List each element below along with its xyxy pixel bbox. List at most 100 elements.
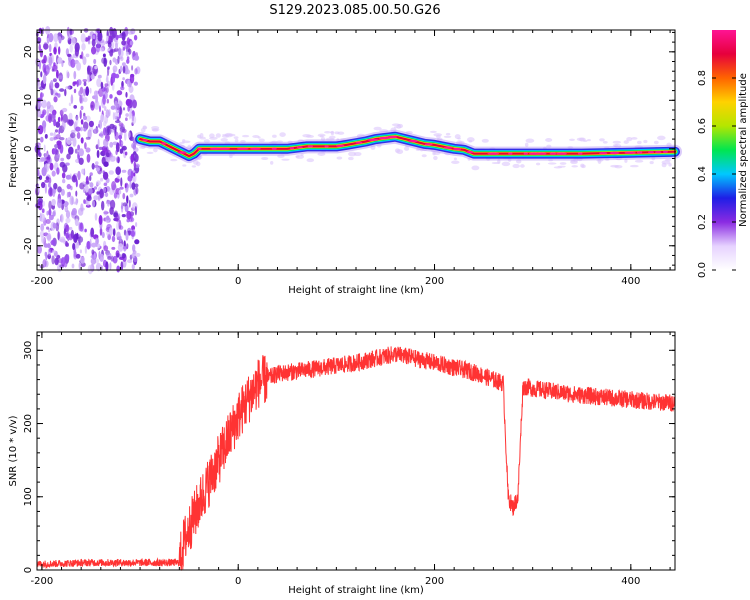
snr-x-tick-label: 400 bbox=[621, 576, 640, 587]
noise-blob bbox=[62, 179, 66, 184]
haze-blob bbox=[281, 158, 290, 161]
noise-blob bbox=[41, 235, 45, 244]
noise-blob bbox=[126, 69, 130, 75]
noise-blob bbox=[95, 167, 100, 172]
noise-blob bbox=[80, 256, 85, 264]
noise-blob bbox=[90, 227, 95, 238]
haze-blob bbox=[653, 140, 659, 145]
haze-blob bbox=[199, 133, 204, 138]
noise-blob bbox=[93, 58, 97, 65]
noise-blob bbox=[116, 116, 119, 120]
noise-blob bbox=[46, 226, 50, 230]
noise-blob bbox=[52, 188, 56, 198]
noise-blob bbox=[122, 77, 125, 81]
noise-blob bbox=[85, 115, 91, 122]
trace-peak bbox=[335, 144, 345, 147]
noise-blob bbox=[95, 262, 102, 272]
noise-blob bbox=[61, 120, 66, 131]
trace-peak bbox=[307, 145, 313, 148]
spectrogram-axes: -200 0 200 400 -20 -10 0 10 20 bbox=[23, 30, 675, 287]
noise-blob bbox=[66, 153, 71, 160]
noise-blob bbox=[80, 94, 84, 104]
noise-blob bbox=[40, 92, 44, 98]
colorbar-ticks: 0.0 0.2 0.4 0.6 0.8 bbox=[697, 70, 736, 278]
haze-blob bbox=[624, 158, 628, 163]
noise-blob bbox=[132, 99, 137, 109]
noise-blob bbox=[80, 137, 84, 144]
trace-peak bbox=[142, 139, 148, 142]
spectrogram-y-tick-label: 10 bbox=[23, 94, 34, 107]
haze-blob bbox=[317, 133, 326, 137]
noise-blob bbox=[126, 195, 129, 204]
haze-blob bbox=[629, 164, 639, 168]
trace-peak bbox=[355, 141, 363, 144]
noise-blob bbox=[60, 157, 65, 162]
haze-blob bbox=[397, 123, 404, 129]
haze-blob bbox=[587, 138, 591, 142]
noise-blob bbox=[89, 182, 94, 188]
noise-blob bbox=[51, 170, 56, 177]
noise-blob bbox=[133, 161, 136, 168]
noise-blob bbox=[83, 96, 88, 103]
noise-blob bbox=[65, 174, 72, 180]
noise-blob bbox=[121, 80, 124, 88]
noise-blob bbox=[67, 32, 71, 41]
noise-blob bbox=[64, 88, 67, 97]
noise-blob bbox=[73, 233, 78, 243]
colorbar-gradient bbox=[712, 30, 736, 270]
noise-blob bbox=[39, 202, 42, 206]
haze-blob bbox=[610, 164, 619, 168]
figure-title: S129.2023.085.00.50.G26 bbox=[269, 3, 440, 18]
noise-blob bbox=[99, 105, 101, 113]
haze-blob bbox=[220, 138, 228, 142]
haze-blob bbox=[329, 135, 336, 139]
noise-blob bbox=[48, 209, 52, 216]
haze-blob bbox=[353, 151, 362, 157]
noise-blob bbox=[129, 180, 132, 189]
noise-blob bbox=[68, 112, 73, 121]
noise-blob bbox=[121, 206, 124, 213]
noise-blob bbox=[112, 57, 117, 63]
trace-peak bbox=[296, 146, 303, 149]
noise-blob bbox=[47, 248, 52, 256]
noise-blob bbox=[77, 170, 81, 181]
noise-blob bbox=[51, 110, 56, 119]
noise-blob bbox=[73, 249, 77, 258]
noise-blob bbox=[130, 28, 136, 35]
noise-blob bbox=[60, 188, 65, 196]
noise-blob bbox=[72, 243, 76, 250]
noise-blob bbox=[91, 38, 96, 47]
noise-blob bbox=[56, 167, 60, 175]
snr-series-line bbox=[36, 346, 676, 571]
noise-blob bbox=[87, 129, 92, 139]
snr-line bbox=[36, 346, 676, 571]
noise-blob bbox=[42, 111, 45, 118]
noise-blob bbox=[112, 228, 116, 237]
haze-blob bbox=[471, 165, 480, 171]
noise-blob bbox=[118, 47, 122, 56]
noise-blob bbox=[112, 255, 118, 264]
noise-blob bbox=[107, 256, 112, 260]
noise-blob bbox=[48, 214, 54, 221]
noise-blob bbox=[90, 104, 94, 108]
haze-blob bbox=[643, 139, 648, 144]
noise-blob bbox=[70, 58, 76, 68]
trace-peak bbox=[528, 152, 539, 155]
noise-blob bbox=[87, 188, 93, 195]
noise-blob bbox=[65, 241, 68, 247]
noise-blob bbox=[89, 238, 92, 249]
trace-peak bbox=[599, 152, 608, 155]
noise-blob bbox=[118, 190, 122, 195]
noise-blob bbox=[76, 132, 81, 139]
haze-blob bbox=[429, 130, 437, 133]
haze-blob bbox=[348, 156, 354, 161]
noise-blob bbox=[111, 235, 116, 243]
noise-blob bbox=[75, 190, 78, 197]
noise-blob bbox=[38, 43, 41, 52]
spectrogram-y-tick-label: 0 bbox=[23, 146, 34, 152]
haze-blob bbox=[336, 156, 343, 160]
noise-blob bbox=[118, 100, 123, 107]
noise-blob bbox=[114, 131, 119, 141]
noise-blob bbox=[72, 137, 77, 146]
haze-blob bbox=[433, 155, 438, 161]
